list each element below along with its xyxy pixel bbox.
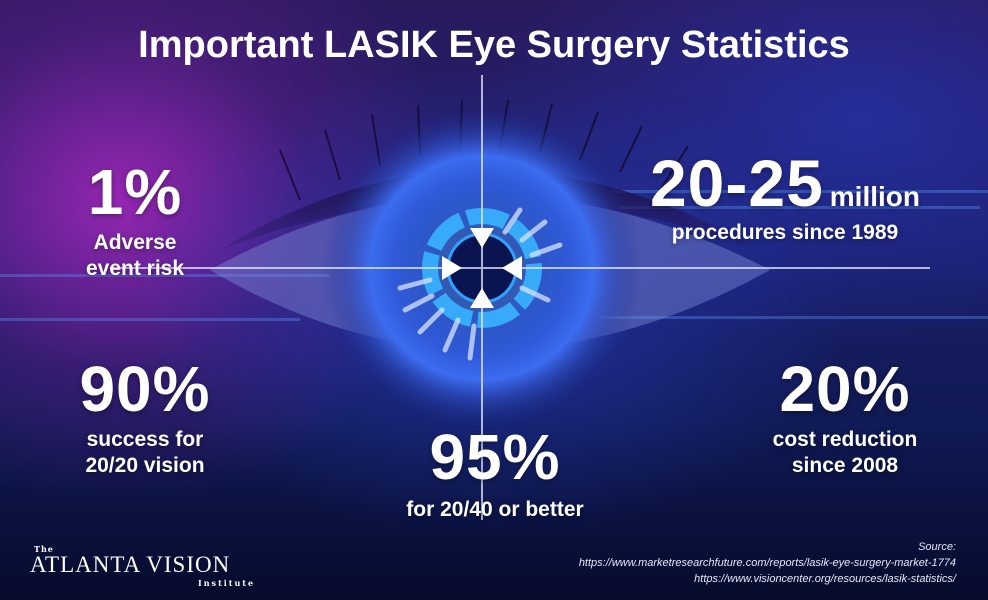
stat-cost-reduction: 20% cost reduction since 2008	[740, 357, 950, 480]
stat-value: 20-25	[649, 146, 824, 220]
source-link[interactable]: https://www.visioncenter.org/resources/l…	[694, 572, 956, 585]
stat-value: 95%	[429, 421, 561, 493]
stat-success: 90% success for 20/20 vision	[30, 357, 260, 480]
stat-label: Adverse	[93, 231, 177, 254]
stat-label: procedures since 1989	[671, 221, 899, 244]
stat-label: cost reduction	[772, 428, 918, 451]
stat-procedures: 20-25 million procedures since 1989	[600, 150, 970, 246]
source-citation: Source: https://www.marketresearchfuture…	[579, 540, 956, 588]
stat-value: 20%	[779, 353, 911, 425]
atlanta-vision-logo: The ATLANTA VISION Institute	[30, 544, 260, 588]
stat-label: since 2008	[791, 454, 899, 478]
source-heading: Source:	[918, 541, 956, 553]
stat-label: 20/20 vision	[85, 454, 205, 478]
logo-name: ATLANTA VISION	[30, 552, 231, 577]
stat-better-vision: 95% for 20/40 or better	[350, 425, 640, 523]
stat-adverse-event: 1% Adverse event risk	[55, 160, 215, 283]
stat-label: for 20/40 or better	[406, 498, 584, 521]
source-link[interactable]: https://www.marketresearchfuture.com/rep…	[578, 556, 956, 569]
stat-value: 1%	[87, 156, 183, 228]
logo-the: The	[34, 544, 54, 554]
stat-label: event risk	[85, 257, 185, 281]
page-title: Important LASIK Eye Surgery Statistics	[138, 24, 850, 66]
stat-label: success for	[86, 428, 204, 451]
stat-unit: million	[829, 181, 921, 212]
stat-value: 90%	[79, 353, 211, 425]
logo-subtitle: Institute	[198, 578, 256, 588]
